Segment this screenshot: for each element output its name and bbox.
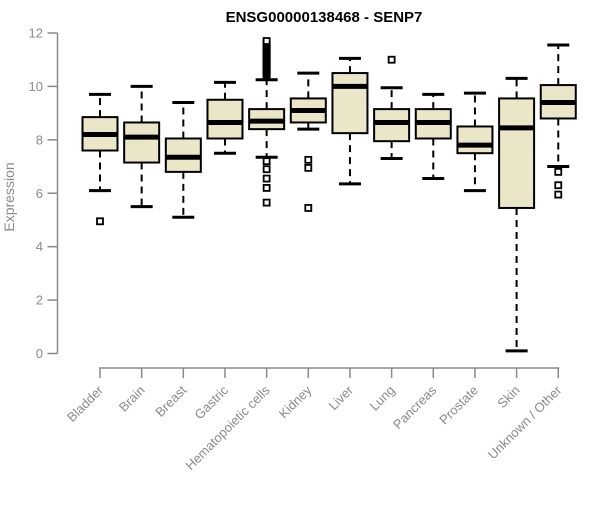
y-tick-label: 8 bbox=[36, 132, 43, 147]
x-tick-label: Lung bbox=[367, 383, 398, 414]
x-tick-label: Prostate bbox=[436, 383, 481, 428]
box-brain bbox=[123, 84, 161, 209]
box-liver bbox=[331, 56, 369, 186]
x-tick-label: Breast bbox=[152, 382, 189, 419]
x-tick-label: Brain bbox=[116, 383, 148, 415]
y-axis: 0 2 4 6 8 10 12 bbox=[29, 26, 59, 361]
x-tick-label: Pancreas bbox=[390, 382, 440, 432]
outlier-point bbox=[554, 181, 563, 190]
y-tick-label: 6 bbox=[36, 186, 43, 201]
iqr-box bbox=[331, 72, 369, 135]
iqr-box bbox=[206, 98, 244, 140]
outlier-point bbox=[262, 157, 271, 166]
box-unknown-other bbox=[539, 43, 577, 199]
box-lung bbox=[373, 55, 411, 161]
y-tick-label: 12 bbox=[29, 26, 43, 41]
iqr-box bbox=[123, 121, 161, 164]
y-tick-label: 0 bbox=[36, 346, 43, 361]
outlier-point bbox=[304, 155, 313, 164]
x-tick-label: Kidney bbox=[276, 382, 315, 421]
x-tick-label: Skin bbox=[494, 383, 522, 411]
iqr-box bbox=[456, 125, 494, 155]
outlier-point bbox=[262, 174, 271, 183]
y-tick-label: 4 bbox=[36, 239, 43, 254]
iqr-box bbox=[373, 108, 411, 143]
box-bladder bbox=[81, 92, 119, 226]
box-gastric bbox=[206, 80, 244, 155]
outlier-point bbox=[262, 37, 271, 45]
y-tick-label: 10 bbox=[29, 79, 43, 94]
outlier-point bbox=[262, 165, 271, 174]
y-axis-label: Expression bbox=[1, 162, 17, 231]
x-tick-label: Liver bbox=[326, 382, 357, 413]
iqr-box bbox=[498, 97, 536, 209]
chart-title: ENSG00000138468 - SENP7 bbox=[226, 9, 423, 26]
box-kidney bbox=[289, 71, 327, 212]
plot-area bbox=[81, 37, 577, 353]
x-tick-label: Gastric bbox=[191, 382, 231, 422]
box-skin bbox=[498, 76, 536, 353]
outlier-point bbox=[304, 204, 313, 212]
x-tick-label: Unknown / Other bbox=[485, 382, 565, 462]
outlier-point bbox=[96, 217, 104, 226]
outlier-point bbox=[554, 190, 563, 199]
box-breast bbox=[164, 100, 202, 219]
outlier-point bbox=[262, 198, 271, 207]
outlier-point bbox=[554, 167, 563, 176]
box-hematopoietic-cells bbox=[248, 37, 286, 207]
box-pancreas bbox=[414, 92, 452, 181]
outlier-point bbox=[304, 163, 313, 172]
outlier-point bbox=[262, 184, 271, 192]
box-prostate bbox=[456, 91, 494, 193]
x-tick-label: Bladder bbox=[64, 382, 107, 425]
outlier-point bbox=[387, 55, 396, 64]
y-tick-label: 2 bbox=[36, 293, 43, 308]
